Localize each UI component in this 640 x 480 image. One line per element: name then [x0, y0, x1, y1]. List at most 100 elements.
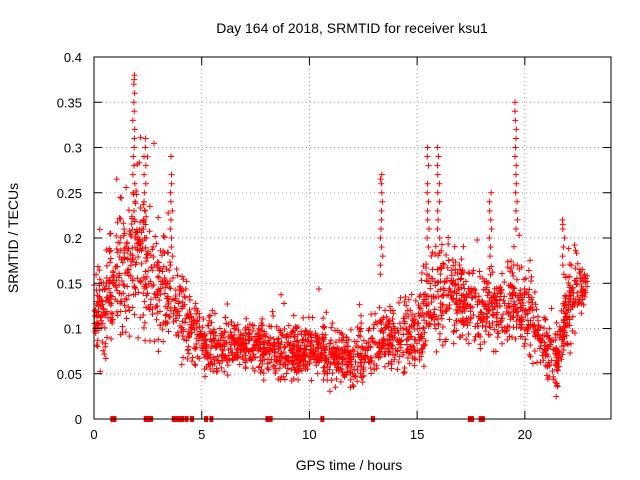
data-point	[482, 323, 489, 330]
data-point	[106, 230, 113, 237]
data-point	[99, 286, 106, 293]
data-point	[472, 290, 479, 297]
data-point	[516, 321, 523, 328]
data-point	[213, 365, 220, 372]
data-point	[210, 354, 217, 361]
data-point	[137, 277, 144, 284]
data-point	[315, 286, 322, 293]
data-point	[142, 268, 149, 275]
data-point	[285, 354, 292, 361]
data-point	[389, 315, 396, 322]
data-point	[231, 323, 238, 330]
data-point	[513, 180, 520, 187]
x-tick-label: 10	[302, 427, 316, 442]
data-point	[559, 253, 566, 260]
data-point	[201, 365, 208, 372]
data-point	[407, 334, 414, 341]
data-point	[116, 239, 123, 246]
data-point	[142, 144, 149, 151]
data-point	[132, 198, 139, 205]
data-point	[114, 312, 121, 319]
data-point	[167, 285, 174, 292]
data-point	[371, 360, 378, 367]
data-point	[167, 259, 174, 266]
data-point	[484, 280, 491, 287]
data-point	[487, 244, 494, 251]
data-point	[527, 353, 534, 360]
data-point	[544, 376, 551, 383]
data-point	[466, 319, 473, 326]
y-tick-label: 0.05	[57, 367, 82, 382]
data-point	[510, 284, 517, 291]
data-point	[512, 335, 519, 342]
data-point	[548, 338, 555, 345]
data-point	[132, 261, 139, 268]
data-point	[364, 347, 371, 354]
data-point	[129, 117, 136, 124]
data-point	[130, 189, 137, 196]
data-point	[379, 198, 386, 205]
data-point	[357, 370, 364, 377]
data-point	[155, 274, 162, 281]
data-point	[376, 348, 383, 355]
data-point	[343, 339, 350, 346]
data-point	[427, 285, 434, 292]
data-point	[244, 345, 251, 352]
data-point	[380, 314, 387, 321]
data-point	[125, 207, 132, 214]
data-point	[191, 344, 198, 351]
data-point	[417, 305, 424, 312]
data-point	[151, 338, 158, 345]
data-point	[511, 285, 518, 292]
data-point	[565, 245, 572, 252]
data-point	[548, 357, 555, 364]
data-point	[94, 343, 101, 350]
data-point	[175, 298, 182, 305]
data-point	[525, 267, 532, 274]
data-point	[201, 351, 208, 358]
y-tick-label: 0.15	[57, 276, 82, 291]
data-point	[454, 269, 461, 276]
data-point	[123, 315, 130, 322]
data-point	[121, 282, 128, 289]
data-point	[578, 283, 585, 290]
data-point	[459, 332, 466, 339]
data-point	[520, 316, 527, 323]
data-point	[491, 311, 498, 318]
data-point	[396, 341, 403, 348]
chart-title: Day 164 of 2018, SRMTID for receiver ksu…	[216, 20, 488, 36]
data-point	[94, 337, 101, 344]
data-point	[501, 293, 508, 300]
data-point	[104, 294, 111, 301]
data-point	[381, 351, 388, 358]
data-point	[164, 293, 171, 300]
data-point	[425, 323, 432, 330]
data-point	[531, 289, 538, 296]
data-point	[391, 325, 398, 332]
data-point	[128, 215, 135, 222]
data-point	[125, 304, 132, 310]
data-point	[109, 310, 116, 317]
data-point	[477, 273, 484, 280]
data-point	[224, 372, 231, 379]
data-point	[131, 90, 138, 97]
data-point	[94, 313, 101, 320]
data-point	[191, 361, 198, 368]
data-point	[216, 325, 223, 332]
data-point	[102, 355, 109, 362]
data-point	[486, 288, 493, 295]
data-point	[451, 322, 458, 329]
data-point	[242, 326, 249, 333]
data-point	[554, 358, 561, 365]
data-point	[135, 234, 142, 241]
data-point	[322, 346, 329, 353]
data-point	[397, 344, 404, 351]
data-point	[141, 319, 148, 326]
data-point	[477, 333, 484, 340]
data-point	[434, 225, 441, 232]
data-point	[114, 249, 121, 256]
data-point	[447, 292, 454, 299]
data-point	[178, 361, 185, 368]
data-point	[136, 247, 143, 254]
data-point	[433, 348, 440, 355]
